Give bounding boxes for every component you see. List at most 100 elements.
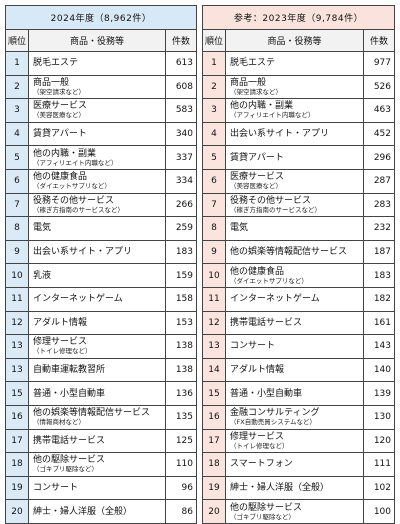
- item-name: 普通・小型自動車: [230, 388, 303, 399]
- table-row: 20 他の駆除サービス （ゴキブリ駆除など） 100: [202, 499, 395, 524]
- item-name: 他の健康食品: [230, 266, 285, 277]
- header-count: 件数: [165, 29, 197, 52]
- item-name: インターネットゲーム: [33, 294, 123, 305]
- count-cell: 337: [165, 145, 197, 170]
- item-name: 医療サービス: [33, 101, 88, 112]
- item-cell: 他の駆除サービス （ゴキブリ駆除など）: [225, 499, 364, 524]
- table-row: 15 普通・小型自動車 139: [202, 381, 395, 406]
- rank-cell: 3: [5, 98, 29, 123]
- item-note: （情報商材など）: [33, 418, 85, 427]
- count-cell: 183: [165, 239, 197, 265]
- rank-cell: 16: [5, 404, 29, 430]
- rank-cell: 4: [202, 121, 226, 147]
- count-cell: 452: [363, 121, 395, 147]
- table-row: 13 自動車運転教習所 138: [5, 357, 197, 383]
- item-cell: 電気: [28, 216, 166, 241]
- rank-cell: 7: [202, 192, 226, 218]
- rank-cell: 17: [202, 428, 226, 454]
- table-row: 4 賃貸アパート 340: [5, 121, 197, 147]
- table-row: 5 他の内職・副業 （アフィリエイト内職など） 337: [5, 145, 197, 170]
- rank-cell: 11: [5, 286, 29, 312]
- table-2023: 参考：2023年度（9,784件） 順位 商品・役務等 件数 1 脱毛エステ 977…: [202, 5, 395, 524]
- count-cell: 138: [165, 334, 197, 359]
- item-name: 他の娯楽等情報配信サービス: [230, 247, 348, 258]
- count-cell: 120: [363, 428, 395, 454]
- item-cell: アダルト情報: [225, 357, 364, 383]
- count-cell: 135: [165, 404, 197, 430]
- item-name: 電気: [33, 223, 52, 234]
- item-name: 賃貸アパート: [230, 152, 284, 163]
- item-cell: 他の内職・副業 （アフィリエイト内職など）: [28, 145, 166, 170]
- count-cell: 182: [363, 286, 395, 312]
- rank-cell: 9: [202, 239, 226, 265]
- table-title-2023: 参考：2023年度（9,784件）: [202, 5, 395, 30]
- item-note: （トイレ修理など）: [33, 347, 92, 356]
- table-row: 18 他の駆除サービス （ゴキブリ駆除など） 110: [5, 452, 197, 477]
- item-cell: 乳液: [28, 263, 166, 288]
- table-2024: 2024年度（8,962件） 順位 商品・役務等 件数 1 脱毛エステ 613 2 商品…: [5, 5, 197, 524]
- item-cell: 賃貸アパート: [225, 145, 364, 170]
- count-cell: 102: [363, 475, 395, 501]
- rank-cell: 6: [202, 168, 226, 194]
- table-row: 11 インターネットゲーム 158: [5, 286, 197, 312]
- item-cell: 他の健康食品 （ダイエットサプリなど）: [225, 263, 364, 288]
- rank-cell: 18: [5, 452, 29, 477]
- rank-cell: 19: [5, 475, 29, 501]
- count-cell: 183: [363, 263, 395, 288]
- rank-cell: 13: [5, 357, 29, 383]
- item-name: 金融コンサルティング: [230, 408, 320, 419]
- count-cell: 340: [165, 121, 197, 147]
- rank-cell: 2: [202, 74, 226, 100]
- table-row: 7 役務その他サービス （稼ぎ方指南のサービスなど） 266: [5, 192, 197, 218]
- item-name: 乳液: [33, 270, 52, 281]
- rank-cell: 3: [202, 98, 226, 123]
- table-row: 12 携帯電話サービス 161: [202, 310, 395, 336]
- count-cell: 140: [363, 357, 395, 383]
- table-row: 2 商品一般 （架空請求など） 526: [202, 74, 395, 100]
- item-cell: 修理サービス （トイレ修理など）: [28, 334, 166, 359]
- count-cell: 143: [363, 334, 395, 359]
- item-cell: 他の娯楽等情報配信サービス （情報商材など）: [28, 404, 166, 430]
- item-name: 紳士・婦人洋服（全般）: [33, 506, 133, 517]
- rank-cell: 18: [202, 452, 226, 477]
- rank-cell: 7: [5, 192, 29, 218]
- item-note: （架空請求など）: [230, 87, 282, 96]
- count-cell: 334: [165, 168, 197, 194]
- table-row: 1 脱毛エステ 977: [202, 51, 395, 76]
- rank-cell: 11: [202, 286, 226, 312]
- rank-cell: 14: [202, 357, 226, 383]
- item-note: （ダイエットサプリなど）: [230, 276, 308, 285]
- item-cell: スマートフォン: [225, 452, 364, 477]
- item-note: （アフィリエイト内職など）: [33, 158, 118, 167]
- rank-cell: 9: [5, 239, 29, 265]
- item-name: アダルト情報: [230, 365, 285, 376]
- table-row: 11 インターネットゲーム 182: [202, 286, 395, 312]
- count-cell: 136: [165, 381, 197, 406]
- item-cell: 役務その他サービス （稼ぎ方指南のサービスなど）: [28, 192, 166, 218]
- table-row: 19 紳士・婦人洋服（全般） 102: [202, 475, 395, 501]
- header-item: 商品・役務等: [225, 29, 364, 52]
- rank-cell: 20: [202, 499, 226, 524]
- item-note: （架空請求など）: [33, 87, 85, 96]
- rank-cell: 19: [202, 475, 226, 501]
- item-cell: 紳士・婦人洋服（全般）: [225, 475, 364, 501]
- item-name: コンサート: [230, 341, 276, 352]
- item-note: （美容医療など）: [230, 182, 282, 191]
- item-cell: 脱毛エステ: [225, 51, 364, 76]
- rank-cell: 6: [5, 168, 29, 194]
- item-note: （ダイエットサプリなど）: [33, 182, 111, 191]
- count-cell: 159: [165, 263, 197, 288]
- item-cell: 商品一般 （架空請求など）: [225, 74, 364, 100]
- rank-cell: 17: [5, 428, 29, 454]
- item-name: 他の健康食品: [33, 172, 88, 183]
- item-name: 出会い系サイト・アプリ: [33, 247, 133, 258]
- count-cell: 187: [363, 239, 395, 265]
- item-cell: インターネットゲーム: [225, 286, 364, 312]
- table-row: 9 出会い系サイト・アプリ 183: [5, 239, 197, 265]
- item-cell: 役務その他サービス （稼ぎ方指南のサービスなど）: [225, 192, 364, 218]
- rank-cell: 15: [5, 381, 29, 406]
- item-name: 自動車運転教習所: [33, 365, 106, 376]
- item-cell: 出会い系サイト・アプリ: [225, 121, 364, 147]
- item-name: アダルト情報: [33, 317, 88, 328]
